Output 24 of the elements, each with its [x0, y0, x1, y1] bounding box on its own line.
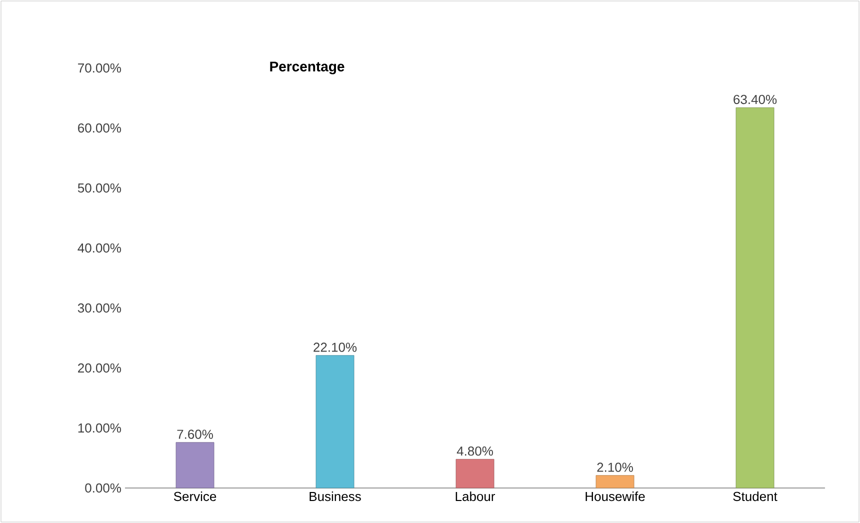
bar — [176, 442, 214, 488]
x-tick-label: Labour — [456, 492, 496, 502]
x-tick-label: Service — [174, 492, 216, 502]
chart-title: Percentage — [270, 62, 344, 74]
bar — [316, 355, 354, 488]
y-tick-label: 30.00% — [78, 303, 122, 313]
y-tick-label: 70.00% — [78, 63, 122, 73]
data-label: 63.40% — [734, 94, 777, 104]
bar — [736, 107, 774, 488]
data-label: 22.10% — [314, 342, 357, 352]
data-label: 2.10% — [597, 462, 633, 472]
bar — [596, 475, 634, 488]
x-tick-label: Business — [310, 492, 361, 502]
y-tick-label: 40.00% — [78, 243, 122, 253]
y-tick-label: 60.00% — [78, 123, 122, 133]
y-tick-label: 50.00% — [78, 183, 122, 193]
y-tick-label: 0.00% — [85, 483, 122, 493]
x-tick-label: Student — [733, 492, 778, 502]
bar — [456, 459, 494, 488]
data-label: 4.80% — [456, 446, 493, 456]
y-tick-label: 20.00% — [78, 363, 122, 373]
data-label: 7.60% — [177, 430, 213, 439]
x-tick-label: Housewife — [586, 492, 645, 502]
y-tick-label: 10.00% — [78, 423, 122, 433]
